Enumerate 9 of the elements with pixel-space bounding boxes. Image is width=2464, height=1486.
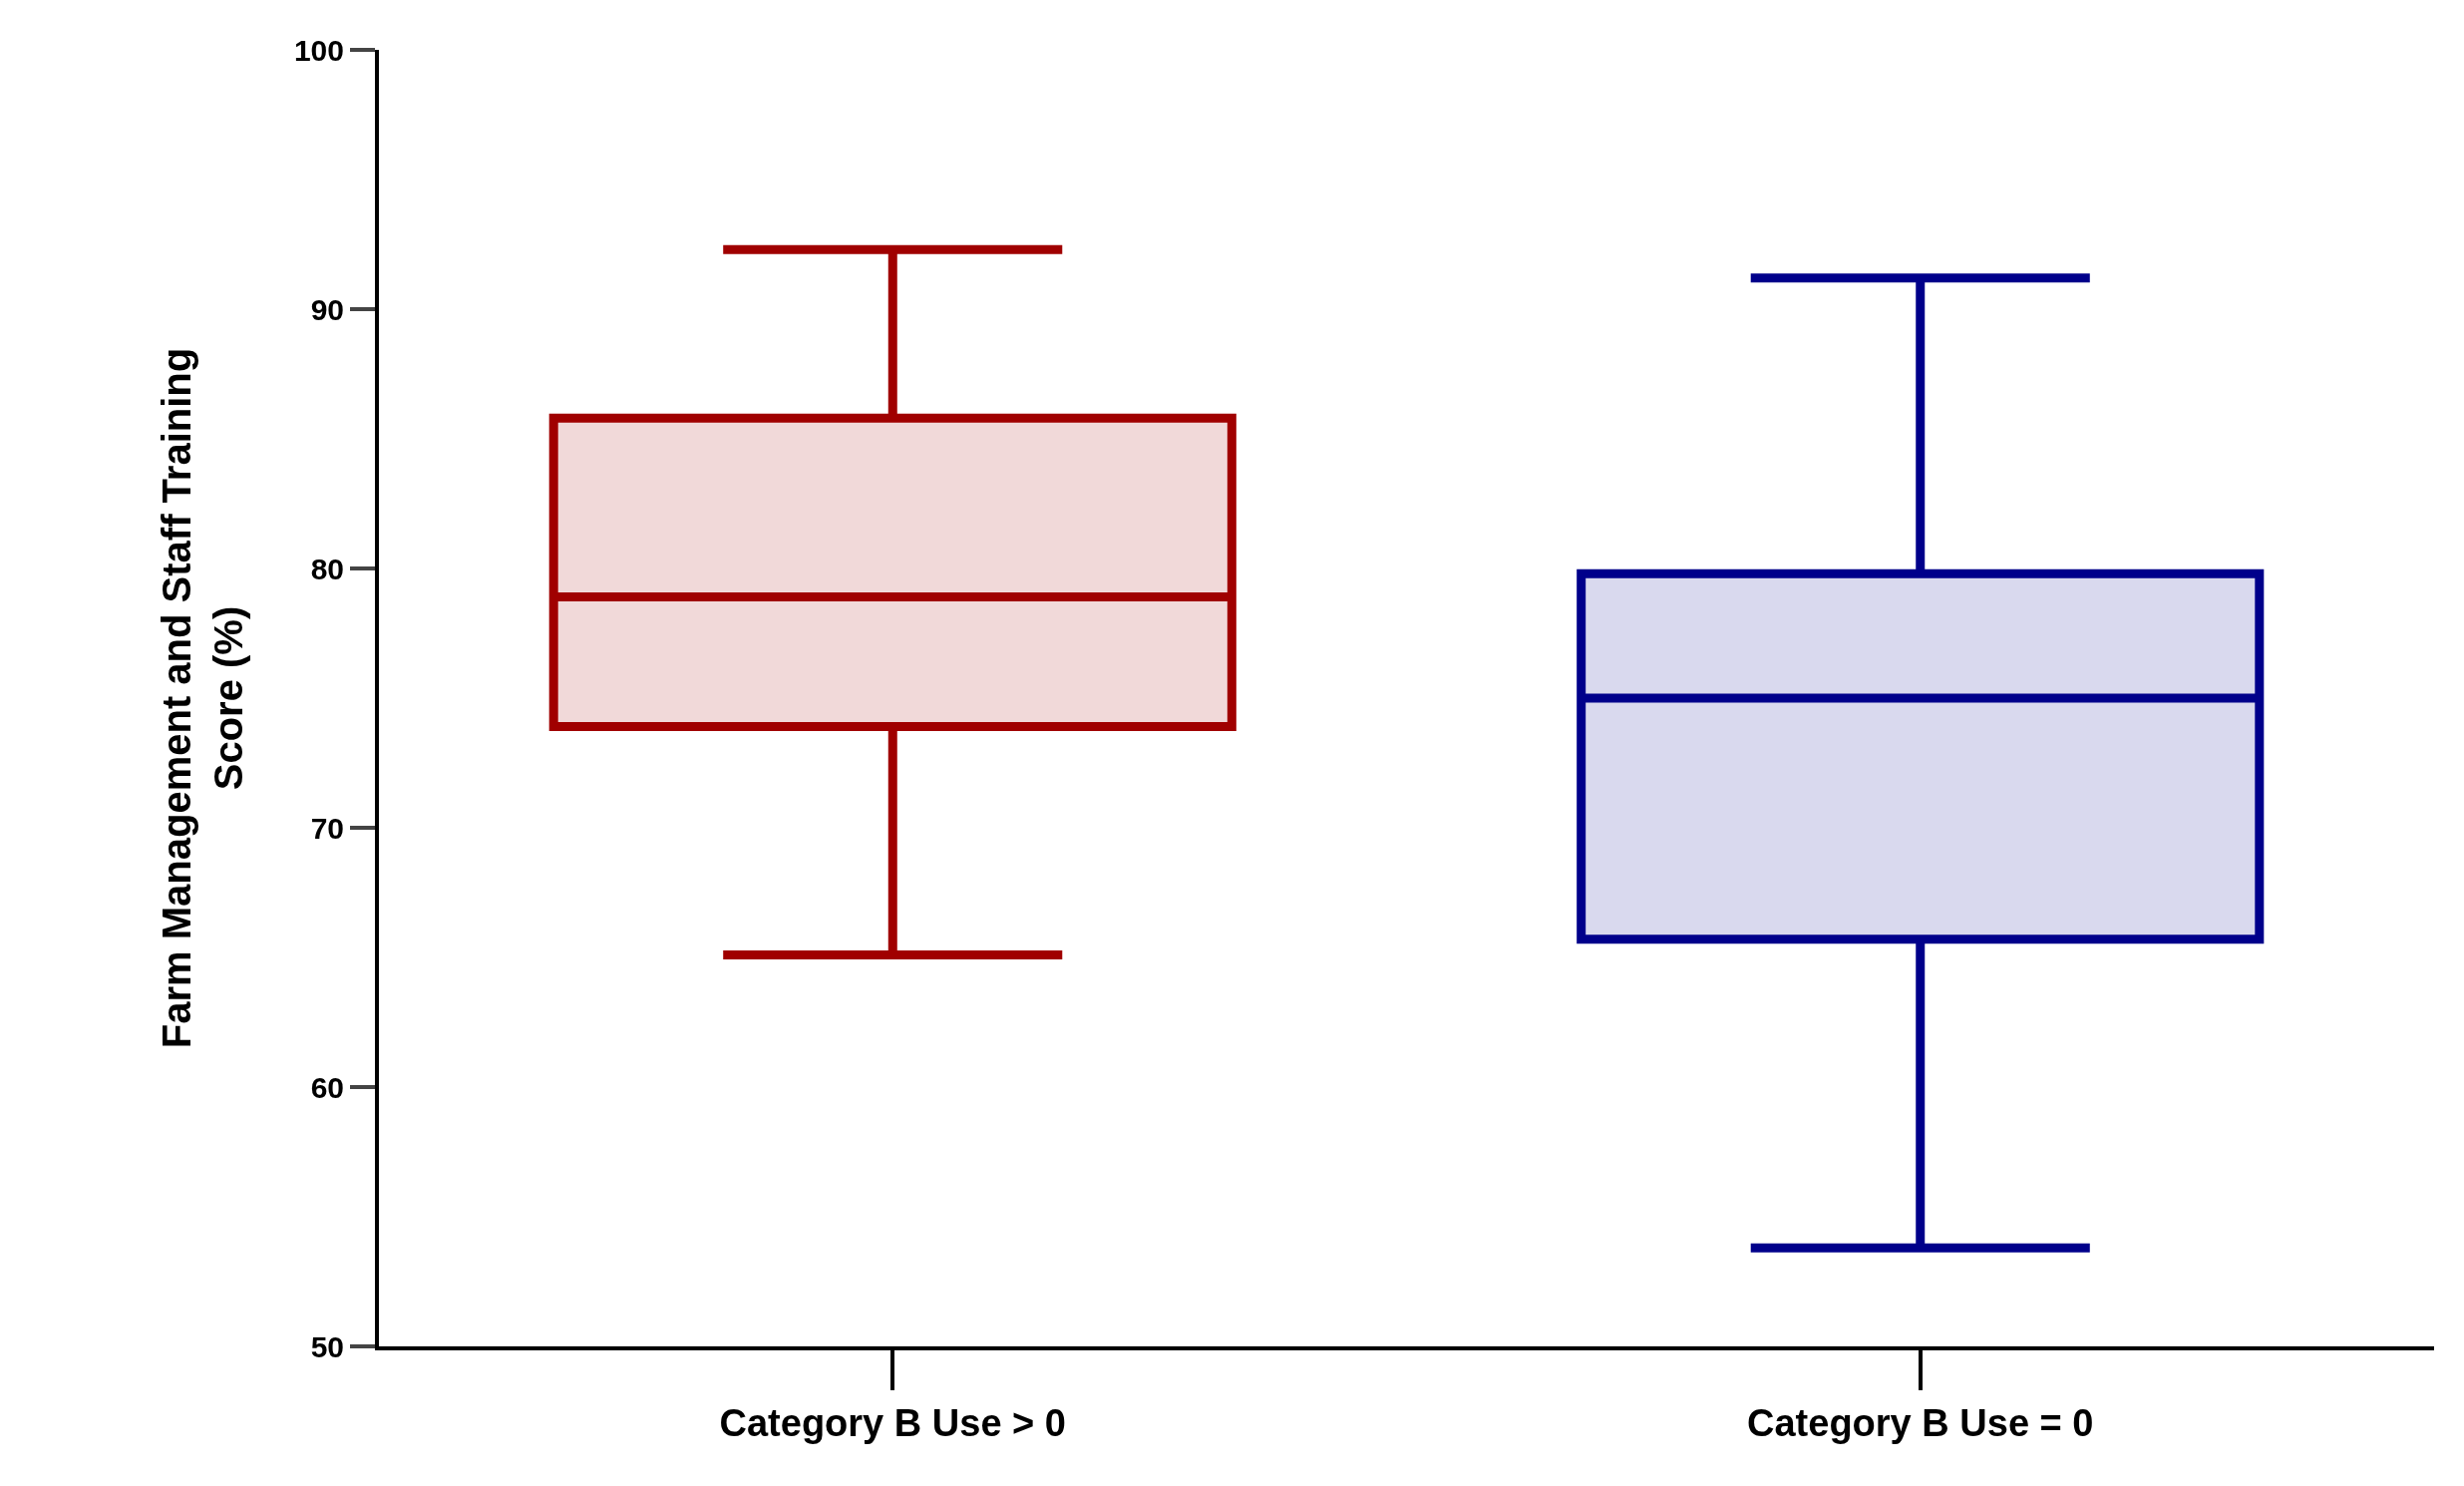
y-tick-label: 100	[293, 33, 344, 67]
y-axis-title: Farm Management and Staff Training Score (%)	[154, 347, 250, 1049]
y-tick-label: 70	[310, 811, 344, 845]
y-tick-label: 60	[310, 1070, 344, 1104]
x-tick-label: Category B Use > 0	[719, 1401, 1066, 1444]
y-tick-label: 50	[310, 1329, 344, 1363]
y-tick-label: 90	[310, 292, 344, 326]
x-tick-label: Category B Use = 0	[1747, 1401, 2094, 1444]
y-tick-label: 80	[310, 552, 344, 585]
